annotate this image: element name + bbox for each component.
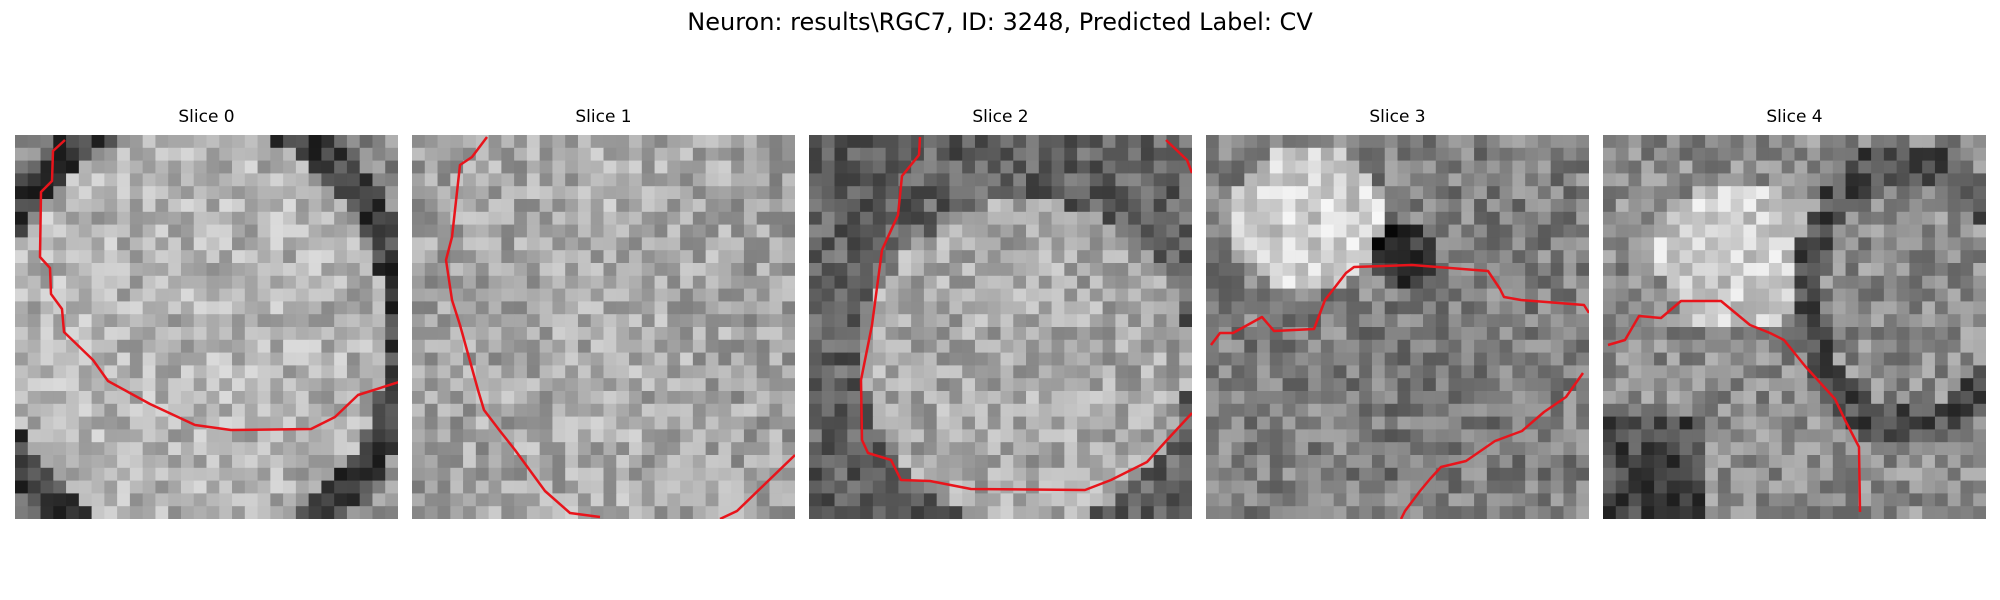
slice-title-0: Slice 0 (178, 107, 235, 127)
cell-contour-3 (1210, 263, 1589, 346)
cell-contour-2 (859, 136, 1192, 492)
cell-contour-1b (719, 454, 795, 519)
slice-panel-3: Slice 3 (1206, 107, 1589, 519)
slice-title-4: Slice 4 (1766, 107, 1823, 127)
slice-image-2 (809, 135, 1192, 519)
slice-image-4 (1603, 135, 1986, 519)
cell-contour-3b (1399, 372, 1585, 519)
cell-contour-4 (1607, 299, 1862, 513)
slice-image-1 (412, 135, 795, 519)
slice-title-1: Slice 1 (575, 107, 632, 127)
cell-contour-1 (444, 136, 601, 519)
slice-title-2: Slice 2 (972, 107, 1029, 127)
cell-contour-0 (38, 139, 398, 432)
slice-panel-1: Slice 1 (412, 107, 795, 519)
slice-panel-4: Slice 4 (1603, 107, 1986, 519)
cell-contour-2b (1165, 139, 1192, 174)
slice-panel-2: Slice 2 (809, 107, 1192, 519)
figure-title: Neuron: results\RGC7, ID: 3248, Predicte… (687, 8, 1313, 36)
slice-image-0 (15, 135, 398, 519)
slice-panel-0: Slice 0 (15, 107, 398, 519)
slice-title-3: Slice 3 (1369, 107, 1426, 127)
slice-image-3 (1206, 135, 1589, 519)
